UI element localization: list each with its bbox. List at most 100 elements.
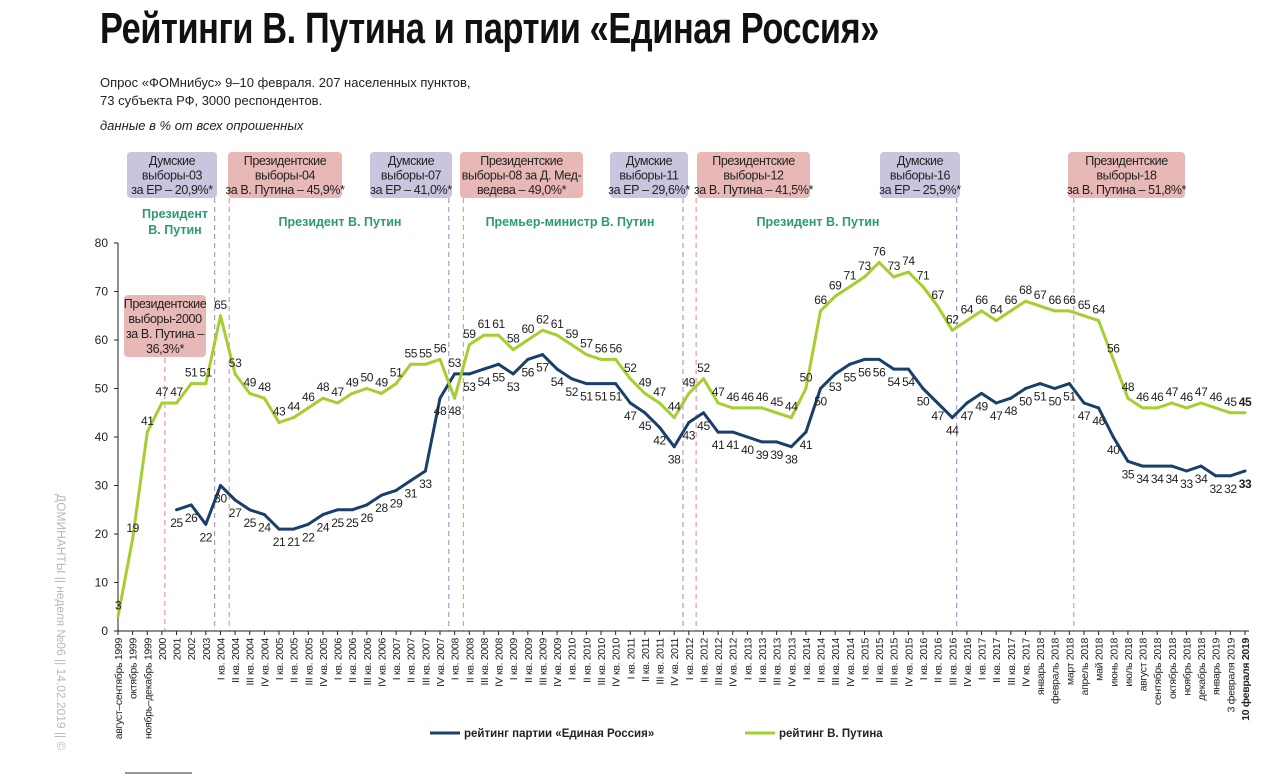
event-label: выборы-11: [619, 169, 679, 183]
putin-point: [511, 348, 515, 352]
er-data-label: 51: [595, 390, 608, 404]
putin-data-label: 46: [302, 390, 315, 404]
x-tick-label: I кв. 2006: [333, 638, 345, 681]
x-tick-label: февраль 2018: [1050, 638, 1062, 704]
legend-label: рейтинг В. Путина: [779, 728, 883, 740]
putin-data-label: 47: [156, 385, 169, 399]
er-point: [365, 503, 369, 507]
putin-data-label: 45: [770, 395, 783, 409]
er-point: [1111, 435, 1115, 439]
y-tick-label: 60: [95, 333, 109, 347]
x-tick-label: III кв. 2009: [537, 638, 549, 686]
er-data-label: 47: [931, 409, 944, 423]
er-point: [936, 401, 940, 405]
er-point: [467, 372, 471, 376]
putin-data-label: 46: [726, 390, 739, 404]
putin-point: [189, 382, 193, 386]
x-tick-label: IV кв. 2006: [376, 638, 388, 687]
event-label: Президентские: [244, 154, 327, 168]
er-data-label: 39: [756, 448, 769, 462]
er-data-label: 41: [726, 438, 739, 452]
er-point: [1155, 464, 1159, 468]
er-data-label: 50: [1019, 395, 1032, 409]
er-data-label: 44: [946, 424, 959, 438]
putin-data-label: 61: [551, 317, 564, 331]
putin-data-label: 67: [931, 288, 944, 302]
putin-point: [1141, 406, 1145, 410]
er-point: [277, 527, 281, 531]
putin-point: [1155, 406, 1159, 410]
event-label: 36,3%*: [146, 342, 184, 356]
er-point: [423, 469, 427, 473]
putin-point: [1038, 304, 1042, 308]
er-point: [994, 401, 998, 405]
x-tick-label: сентябрь 2018: [1152, 638, 1164, 706]
x-tick-label: 2002: [186, 638, 198, 661]
er-rating-line: [176, 353, 1246, 531]
putin-point: [599, 357, 603, 361]
putin-data-label: 68: [1019, 283, 1032, 297]
er-point: [848, 362, 852, 366]
event-box: [370, 152, 452, 198]
putin-point: [716, 401, 720, 405]
putin-data-label: 61: [478, 317, 491, 331]
er-point: [1126, 459, 1130, 463]
x-tick-label: IV кв. 2011: [669, 638, 681, 687]
putin-point: [862, 275, 866, 279]
event-box: [610, 152, 688, 198]
er-data-label: 51: [609, 390, 622, 404]
event-box: [460, 152, 583, 198]
putin-point: [1170, 401, 1174, 405]
er-data-label: 38: [668, 453, 681, 467]
er-data-label: 47: [1078, 409, 1091, 423]
putin-point: [789, 416, 793, 420]
er-data-label: 48: [1005, 404, 1018, 418]
x-tick-label: II кв. 2007: [406, 638, 418, 683]
putin-point: [160, 401, 164, 405]
event-label: Думские: [897, 154, 944, 168]
x-tick-label: 2003: [201, 638, 213, 661]
putin-point: [731, 406, 735, 410]
event-label: Президентские: [712, 154, 795, 168]
x-tick-label: май 2018: [1094, 638, 1106, 681]
putin-data-label: 41: [141, 414, 154, 428]
x-tick-label: январь 2018: [1035, 638, 1047, 696]
event-label: выборы-04: [255, 169, 316, 183]
putin-point: [936, 304, 940, 308]
putin-point: [379, 391, 383, 395]
er-data-label: 21: [273, 535, 286, 549]
putin-point: [892, 275, 896, 279]
er-point: [584, 382, 588, 386]
er-point: [819, 387, 823, 390]
y-tick-label: 40: [95, 430, 109, 444]
x-tick-label: III кв. 2017: [1006, 638, 1018, 686]
putin-point: [643, 391, 647, 395]
x-tick-label: I кв. 2011: [625, 638, 637, 680]
putin-point: [877, 260, 881, 264]
event-label: выборы-16: [890, 169, 951, 183]
er-data-label: 50: [1048, 395, 1061, 409]
x-tick-label: I кв. 2008: [450, 638, 462, 681]
y-tick-label: 20: [95, 527, 109, 541]
putin-point: [116, 614, 120, 618]
er-data-label: 27: [229, 506, 242, 520]
y-tick-label: 0: [101, 624, 108, 638]
er-point: [921, 387, 925, 390]
putin-point: [350, 391, 354, 395]
x-tick-label: IV кв. 2010: [611, 638, 623, 687]
x-tick-label: II кв. 2013: [757, 638, 769, 683]
er-data-label: 53: [448, 356, 461, 370]
putin-point: [1067, 309, 1071, 313]
x-tick-label: II кв. 2006: [347, 638, 359, 683]
x-tick-label: II кв. 2016: [933, 638, 945, 683]
x-tick-label: I кв. 2005: [274, 638, 286, 681]
er-data-label: 40: [1107, 443, 1120, 457]
putin-point: [1214, 406, 1218, 410]
putin-point: [453, 396, 457, 400]
er-data-label: 54: [887, 375, 900, 389]
subtitle-line-1: Опрос «ФОМнибус» 9–10 февраля. 207 насел…: [100, 75, 471, 90]
er-data-label: 42: [653, 433, 666, 447]
er-data-label: 46: [1092, 414, 1105, 428]
er-data-label: 45: [697, 419, 710, 433]
putin-point: [1097, 319, 1101, 323]
